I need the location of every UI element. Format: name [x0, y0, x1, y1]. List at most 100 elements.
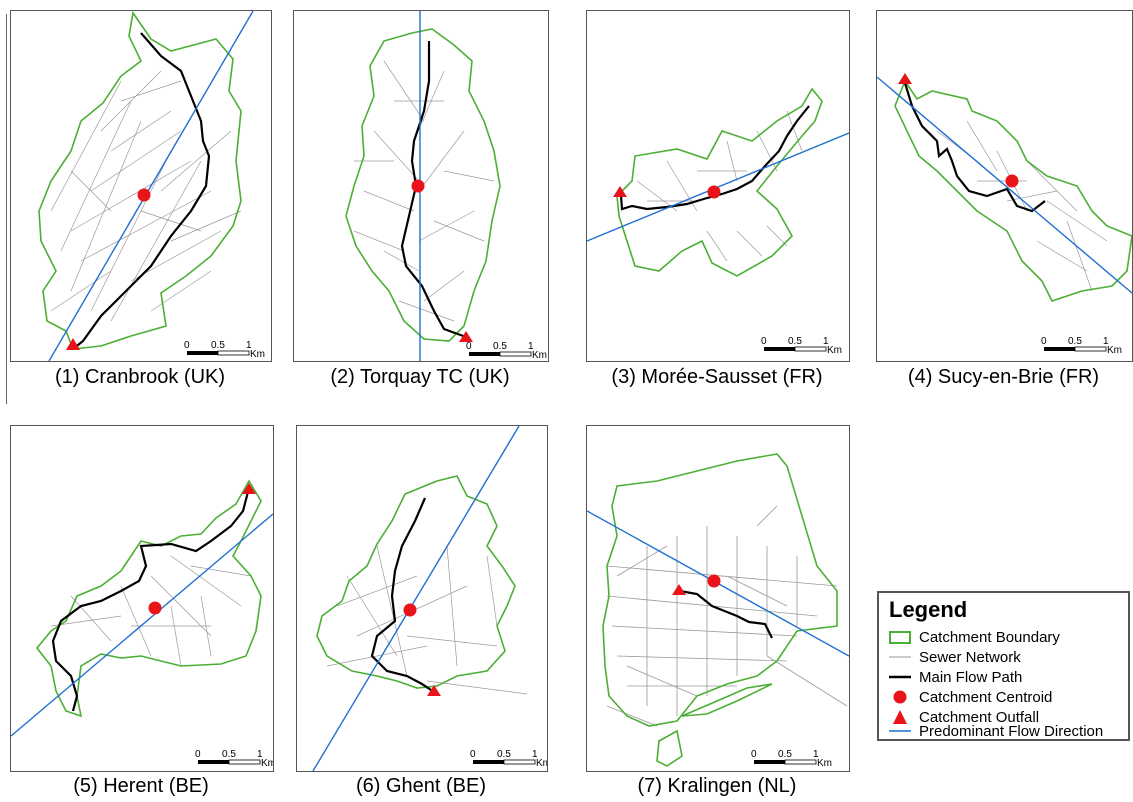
legend-label: Catchment Boundary — [919, 628, 1060, 646]
legend-title: Legend — [889, 597, 968, 622]
sewer-network — [353, 60, 495, 322]
legend-item-flow-direction: Predominant Flow Direction — [887, 721, 1103, 741]
map-ghent: 0 0.5 1 Km — [312, 426, 547, 771]
thick-black-line-icon — [889, 675, 911, 679]
scale-one: 1 — [1103, 336, 1109, 347]
panel-caption: (7) Kralingen (NL) — [637, 775, 797, 797]
red-triangle-icon — [893, 710, 907, 724]
legend-label: Catchment Centroid — [919, 688, 1053, 706]
scale-half: 0.5 — [1068, 336, 1082, 347]
thin-grey-line-icon — [889, 656, 911, 658]
scale-unit: Km — [536, 758, 547, 769]
sewer-network — [636, 110, 803, 262]
map-moree-sausset: 0 0.5 1 Km — [587, 87, 849, 356]
panel-caption: (4) Sucy-en-Brie (FR) — [907, 366, 1100, 388]
main-flow-path — [679, 589, 773, 639]
scale-one: 1 — [257, 749, 263, 760]
scale-bar: 0 0.5 1 Km — [761, 336, 842, 356]
catchment-centroid — [403, 603, 417, 617]
flow-direction-line — [877, 76, 1132, 294]
scale-unit: Km — [827, 345, 842, 356]
sewer-network — [936, 120, 1108, 292]
map-panel-moree-sausset: 0 0.5 1 Km — [586, 10, 850, 362]
catchment-outfall — [613, 186, 627, 197]
catchment-outfall — [427, 685, 441, 696]
legend-item-catchment-outfall: Catchment Outfall — [887, 707, 1039, 727]
scale-bar: 0 0.5 1 Km — [751, 749, 832, 769]
sewer-network — [606, 505, 848, 727]
scale-zero: 0 — [184, 340, 190, 351]
map-panel-cranbrook: 0 0.5 1 Km — [10, 10, 272, 362]
catchment-boundary — [316, 475, 516, 689]
main-flow-path — [619, 105, 810, 211]
map-panel-torquay: 0 0.5 1 Km — [293, 10, 549, 362]
scale-half: 0.5 — [493, 341, 507, 352]
catchment-centroid — [137, 188, 151, 202]
scale-unit: Km — [250, 349, 265, 360]
scale-one: 1 — [528, 341, 534, 352]
scale-bar: 0 0.5 1 Km — [1041, 336, 1122, 356]
catchment-centroid — [707, 185, 721, 199]
map-panel-sucy-en-brie: 0 0.5 1 Km — [876, 10, 1133, 362]
scale-bar: 0 0.5 1 Km — [195, 749, 273, 769]
map-legend: Legend Catchment Boundary Sewer Network … — [877, 591, 1130, 741]
legend-label: Catchment Outfall — [919, 708, 1040, 726]
scale-zero: 0 — [761, 336, 767, 347]
main-flow-path — [370, 497, 435, 693]
map-panel-kralingen: 0 0.5 1 Km — [586, 425, 850, 772]
scale-unit: Km — [1107, 345, 1122, 356]
scale-zero: 0 — [751, 749, 757, 760]
green-rect-outline-icon — [889, 631, 911, 644]
catchment-centroid — [1005, 174, 1019, 188]
map-kralingen: 0 0.5 1 Km — [587, 453, 849, 769]
scale-zero: 0 — [466, 341, 472, 352]
scale-one: 1 — [246, 340, 252, 351]
scale-unit: Km — [532, 350, 547, 361]
panel-caption: (1) Cranbrook (UK) — [54, 366, 226, 388]
panel-caption: (6) Ghent (BE) — [355, 775, 487, 797]
scale-bar: 0 0.5 1 Km — [470, 749, 547, 769]
catchment-centroid — [411, 179, 425, 193]
scale-zero: 0 — [195, 749, 201, 760]
legend-label: Sewer Network — [919, 648, 1021, 666]
scale-one: 1 — [813, 749, 819, 760]
legend-item-catchment-boundary: Catchment Boundary — [887, 627, 1060, 647]
scale-unit: Km — [817, 758, 832, 769]
sewer-network — [50, 555, 252, 667]
flow-direction-line — [312, 426, 520, 771]
catchment-boundary — [38, 11, 242, 350]
scale-half: 0.5 — [778, 749, 792, 760]
scale-zero: 0 — [470, 749, 476, 760]
scale-half: 0.5 — [211, 340, 225, 351]
main-flow-path — [903, 82, 1046, 213]
scale-bar: 0 0.5 1 Km — [184, 340, 265, 360]
scale-one: 1 — [823, 336, 829, 347]
panel-caption: (2) Torquay TC (UK) — [330, 366, 510, 388]
catchment-outfall — [672, 584, 686, 595]
map-herent: 0 0.5 1 Km — [11, 479, 273, 769]
map-panel-herent: 0 0.5 1 Km — [10, 425, 274, 772]
catchment-boundary — [616, 87, 823, 277]
main-flow-path — [72, 32, 211, 350]
sewer-network — [50, 70, 242, 322]
panel-caption: (3) Morée-Sausset (FR) — [611, 366, 823, 388]
main-flow-path — [51, 487, 251, 712]
catchment-boundary — [894, 79, 1132, 302]
flow-direction-line — [11, 513, 273, 737]
scale-half: 0.5 — [497, 749, 511, 760]
legend-item-catchment-centroid: Catchment Centroid — [887, 687, 1052, 707]
legend-label: Predominant Flow Direction — [919, 722, 1104, 740]
scale-half: 0.5 — [222, 749, 236, 760]
left-rule — [6, 14, 7, 404]
map-panel-ghent: 0 0.5 1 Km — [296, 425, 548, 772]
scale-one: 1 — [532, 749, 538, 760]
scale-zero: 0 — [1041, 336, 1047, 347]
catchment-outfall — [898, 73, 912, 84]
catchment-boundary — [35, 479, 262, 718]
blue-line-icon — [889, 730, 911, 732]
catchment-boundary — [602, 453, 838, 727]
legend-item-main-flow-path: Main Flow Path — [887, 667, 1022, 687]
flow-direction-line — [48, 11, 254, 361]
catchment-centroid — [148, 601, 162, 615]
scale-bar: 0 0.5 1 Km — [466, 341, 547, 361]
